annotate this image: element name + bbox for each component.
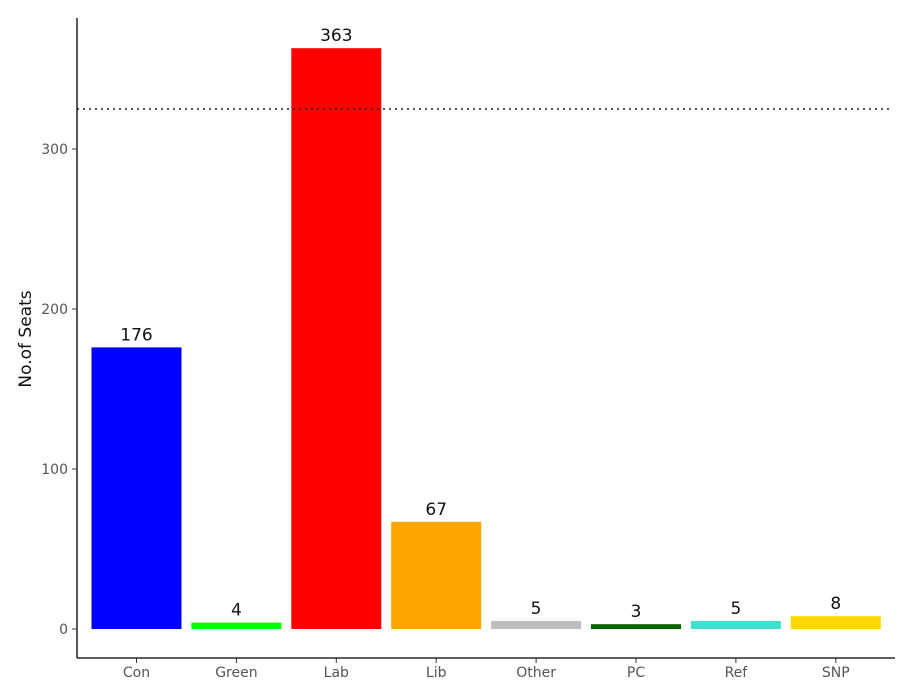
bar-green xyxy=(191,622,282,629)
data-label-green: 4 xyxy=(231,601,242,621)
data-label-con: 176 xyxy=(120,325,152,345)
y-tick-label-100: 100 xyxy=(41,462,68,478)
x-tick-label-snp: SNP xyxy=(822,665,850,681)
y-tick-label-0: 0 xyxy=(59,622,68,638)
x-tick-label-ref: Ref xyxy=(725,665,749,681)
y-tick-label-200: 200 xyxy=(41,302,68,318)
data-label-ref: 5 xyxy=(730,599,741,619)
x-tick-label-lib: Lib xyxy=(426,665,447,681)
x-tick-label-lab: Lab xyxy=(324,665,349,681)
data-label-snp: 8 xyxy=(830,594,841,614)
bar-other xyxy=(491,621,582,629)
bar-lib xyxy=(391,521,482,629)
bar-ref xyxy=(690,621,781,629)
data-label-other: 5 xyxy=(531,599,542,619)
data-label-pc: 3 xyxy=(631,602,642,622)
data-labels-group: 176 4 363 67 5 3 5 8 xyxy=(120,26,841,622)
axes-group: Con Green Lab Lib Other PC Ref SNP 0 100 200 300 xyxy=(41,18,895,681)
x-tick-label-other: Other xyxy=(516,665,556,681)
y-axis-title: No.of Seats xyxy=(16,290,36,387)
bar-snp xyxy=(790,616,881,629)
data-label-lab: 363 xyxy=(320,26,352,46)
x-tick-label-pc: PC xyxy=(627,665,645,681)
bar-lab xyxy=(291,48,382,629)
x-tick-label-con: Con xyxy=(123,665,150,681)
bars-group xyxy=(91,48,881,629)
x-tick-label-green: Green xyxy=(215,665,257,681)
data-label-lib: 67 xyxy=(425,500,447,520)
bar-con xyxy=(91,347,182,629)
bar-pc xyxy=(591,624,681,629)
y-tick-label-300: 300 xyxy=(41,142,68,158)
